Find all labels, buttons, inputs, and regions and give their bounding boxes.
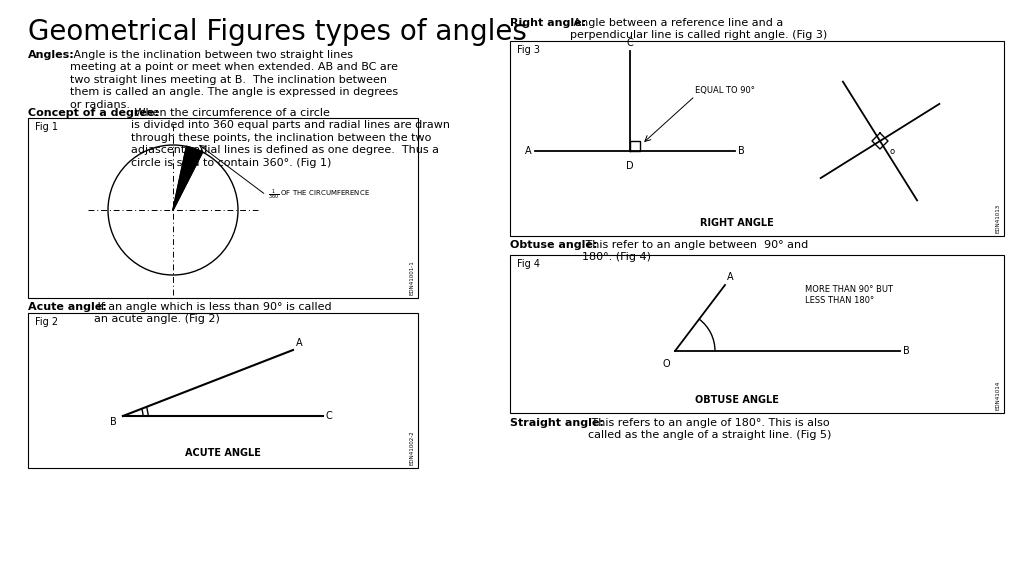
Text: Angles:: Angles: (28, 50, 75, 60)
Text: Concept of a degree:: Concept of a degree: (28, 108, 159, 118)
Text: This refer to an angle between  90° and
180°. (Fig 4): This refer to an angle between 90° and 1… (582, 240, 808, 263)
Text: EQUAL TO 90°: EQUAL TO 90° (695, 86, 755, 95)
Text: D: D (627, 161, 634, 171)
Text: Fig 3: Fig 3 (517, 45, 540, 55)
Text: Angle between a reference line and a
perpendicular line is called right angle. (: Angle between a reference line and a per… (570, 18, 827, 40)
Text: Fig 2: Fig 2 (35, 317, 58, 327)
Text: This refers to an angle of 180°. This is also
called as the angle of a straight : This refers to an angle of 180°. This is… (588, 418, 831, 441)
Text: A: A (525, 146, 532, 156)
Text: EDN41001-1: EDN41001-1 (410, 260, 415, 295)
Text: Acute angle:: Acute angle: (28, 302, 106, 312)
Text: Angle is the inclination between two straight lines
meeting at a point or meet w: Angle is the inclination between two str… (70, 50, 398, 109)
Text: MORE THAN 90° BUT
LESS THAN 180°: MORE THAN 90° BUT LESS THAN 180° (805, 285, 893, 305)
Text: RIGHT ANGLE: RIGHT ANGLE (700, 218, 774, 228)
Text: If an angle which is less than 90° is called
an acute angle. (Fig 2): If an angle which is less than 90° is ca… (94, 302, 332, 324)
Text: Right angle:: Right angle: (510, 18, 586, 28)
Text: Straight angle:: Straight angle: (510, 418, 604, 428)
Text: $\frac{1}{360}$ OF THE CIRCUMFERENCE: $\frac{1}{360}$ OF THE CIRCUMFERENCE (268, 188, 370, 202)
Text: Fig 4: Fig 4 (517, 259, 540, 269)
Text: OBTUSE ANGLE: OBTUSE ANGLE (695, 395, 779, 405)
Text: Fig 1: Fig 1 (35, 122, 58, 132)
Text: ACUTE ANGLE: ACUTE ANGLE (185, 448, 261, 458)
Text: A: A (727, 272, 733, 282)
Text: B: B (111, 417, 117, 427)
Polygon shape (173, 146, 203, 210)
Text: Obtuse angle:: Obtuse angle: (510, 240, 597, 250)
Text: EDN41013: EDN41013 (996, 204, 1001, 233)
Text: B: B (903, 346, 909, 356)
Bar (510, 255, 1004, 413)
Bar (510, 41, 1004, 236)
Text: B: B (738, 146, 744, 156)
Text: EDN41002-2: EDN41002-2 (410, 430, 415, 465)
Text: C: C (326, 411, 333, 421)
Bar (28, 313, 418, 468)
Text: EDN41014: EDN41014 (996, 381, 1001, 410)
Text: A: A (296, 338, 303, 348)
Text: C: C (627, 38, 634, 48)
Text: Geometrical Figures types of angles: Geometrical Figures types of angles (28, 18, 527, 46)
Text: o: o (890, 147, 895, 156)
Bar (28, 118, 418, 298)
Text: When the circumference of a circle
is divided into 360 equal parts and radial li: When the circumference of a circle is di… (131, 108, 450, 168)
Text: O: O (663, 359, 670, 369)
